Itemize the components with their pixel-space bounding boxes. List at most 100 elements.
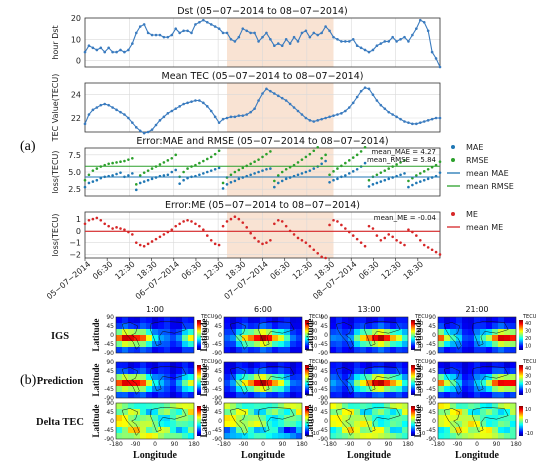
data-point <box>229 115 233 119</box>
map-cell <box>158 433 164 439</box>
map-cell <box>254 380 260 386</box>
map-cell <box>402 380 408 386</box>
map-cell <box>390 323 396 329</box>
data-point <box>296 109 300 113</box>
map-y-tick: 45 <box>320 323 328 330</box>
map-cell <box>492 403 498 409</box>
map-cell <box>492 341 498 347</box>
continent-outline <box>364 366 401 392</box>
map-cell <box>290 317 296 323</box>
map-cell <box>486 323 492 329</box>
map-cell <box>290 335 296 341</box>
map-cell <box>498 427 504 433</box>
mae-point <box>134 188 138 192</box>
map-cell <box>242 329 248 335</box>
continent-outline <box>443 367 462 395</box>
map-cell <box>366 415 372 421</box>
map-colorbar <box>519 365 523 395</box>
map-cell <box>444 392 450 398</box>
map-cell <box>164 409 170 415</box>
map-cell <box>242 323 248 329</box>
map-cell <box>290 323 296 329</box>
map-cell <box>122 317 128 323</box>
map-frame <box>329 361 409 399</box>
map-cell <box>438 341 444 347</box>
map-cell <box>462 335 468 341</box>
map-cell <box>468 329 474 335</box>
map-y-tick: -90 <box>212 350 222 357</box>
map-cell <box>152 403 158 409</box>
map-x-tick: 180 <box>402 441 414 448</box>
map-y-tick: -45 <box>212 386 222 393</box>
map-cell <box>146 335 152 341</box>
map-cell <box>278 403 284 409</box>
map-cell <box>480 433 486 439</box>
map-cell <box>444 368 450 374</box>
map-cell <box>330 341 336 347</box>
mae-point <box>221 187 225 190</box>
data-point <box>186 29 189 33</box>
map-cell <box>266 421 272 427</box>
map-cell <box>474 421 480 427</box>
map-cell <box>122 347 128 353</box>
chart-title: Error:MAE and RMSE (05−07−2014 to 08−07−… <box>136 136 388 147</box>
map-frame <box>223 361 303 399</box>
continent-outline <box>258 407 295 433</box>
data-point <box>83 50 87 54</box>
rmse-point <box>107 162 110 166</box>
me-point <box>415 234 418 237</box>
rmse-point <box>276 174 280 177</box>
rmse-point <box>280 170 284 174</box>
map-y-tick: -45 <box>318 386 328 393</box>
data-point <box>328 115 331 119</box>
map-cell <box>260 403 266 409</box>
map-cell <box>236 335 242 341</box>
map-cell <box>486 317 492 323</box>
map-cell <box>504 341 510 347</box>
mae-point <box>383 178 387 182</box>
map-cell <box>396 433 402 439</box>
map-cell <box>284 380 290 386</box>
map-cell <box>492 362 498 368</box>
map-cell <box>188 403 194 409</box>
map-y-tick: 45 <box>320 409 328 416</box>
data-point <box>245 113 249 116</box>
map-cell <box>272 347 278 353</box>
colorbar-tick: 30 <box>525 374 531 380</box>
map-cell <box>236 380 242 386</box>
map-cell <box>296 362 302 368</box>
data-point <box>162 35 166 39</box>
mae-point <box>205 170 209 174</box>
me-point <box>418 239 422 242</box>
map-cell <box>266 380 272 386</box>
map-cell <box>390 341 396 347</box>
map-cell <box>236 323 242 329</box>
map-cell <box>354 421 360 427</box>
map-cell <box>230 362 236 368</box>
map-cell <box>248 415 254 421</box>
data-point <box>415 122 418 126</box>
map-cell <box>450 415 456 421</box>
mae-point <box>198 173 201 177</box>
data-point <box>91 108 95 112</box>
map-cell <box>140 374 146 380</box>
data-point <box>198 20 201 24</box>
me-point <box>233 215 237 219</box>
me-point <box>411 230 414 234</box>
map-y-tick: -45 <box>318 427 328 434</box>
map-cell <box>366 323 372 329</box>
map-cell <box>158 323 164 329</box>
map-cell <box>348 329 354 335</box>
data-point <box>83 122 87 126</box>
map-cell <box>360 409 366 415</box>
data-point <box>391 35 394 39</box>
colorbar-tick: 20 <box>417 381 423 387</box>
map-cell <box>480 362 486 368</box>
data-point <box>146 31 150 35</box>
me-point <box>320 255 323 259</box>
map-cell <box>510 341 516 347</box>
highlight-band <box>227 212 334 258</box>
map-cell <box>260 427 266 433</box>
map-cell <box>360 421 366 427</box>
